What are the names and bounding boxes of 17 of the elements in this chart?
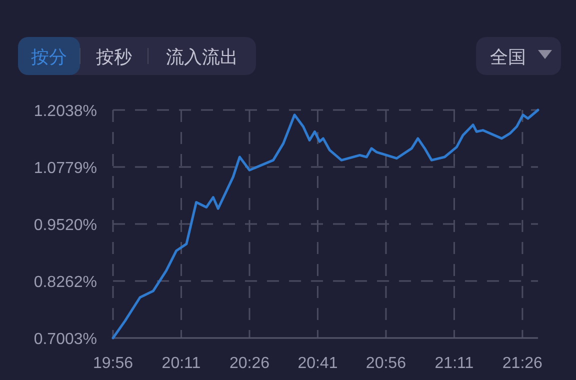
x-tick-label: 20:11 xyxy=(162,355,201,372)
text: 全国 xyxy=(490,47,526,67)
y-tick-label: 0.9520% xyxy=(34,217,97,234)
text: 流入流出 xyxy=(166,47,238,67)
y-tick-label: 0.8262% xyxy=(34,274,97,291)
text: 按秒 xyxy=(96,47,132,67)
text: 按分 xyxy=(31,47,67,67)
y-tick-label: 0.7003% xyxy=(34,331,97,348)
line-series xyxy=(112,108,540,340)
x-tick-label: 19:56 xyxy=(92,355,134,372)
y-tick-label: 1.0779% xyxy=(34,160,97,178)
y-tick-label: 1.2038% xyxy=(34,103,97,120)
x-tick-label: 20:56 xyxy=(366,355,406,372)
x-tick-label: 20:26 xyxy=(229,355,270,372)
x-tick-label: 21:11 xyxy=(434,355,474,372)
x-tick-label: 21:26 xyxy=(502,355,543,372)
x-tick-label: 20:41 xyxy=(298,355,338,372)
